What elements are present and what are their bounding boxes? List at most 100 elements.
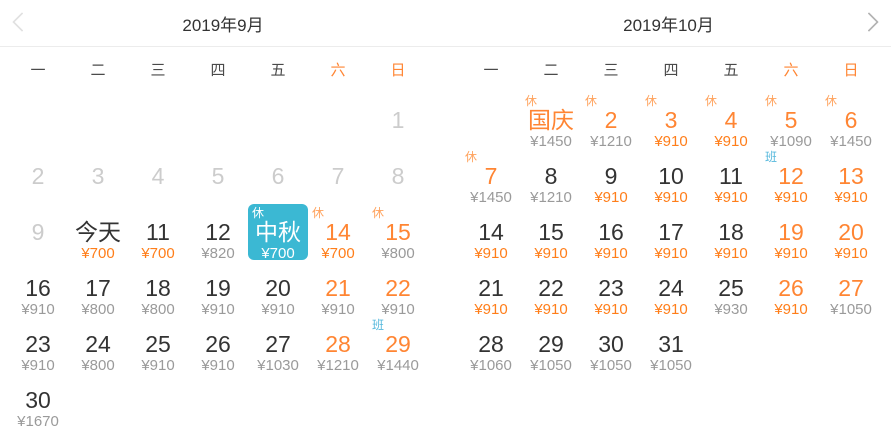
chevron-right-icon [859,11,879,32]
day-price: ¥910 [594,301,628,318]
day-cell[interactable]: 23 ¥910 [581,260,641,319]
day-price: ¥910 [594,245,628,262]
day-cell[interactable]: 30 ¥1050 [581,316,641,375]
day-label: 29 [385,331,411,357]
day-cell[interactable]: 8 ¥1210 [521,148,581,207]
day-cell[interactable]: 19 ¥910 [761,204,821,263]
day-cell[interactable]: 12 ¥820 [188,204,248,263]
day-cell: 7 [308,148,368,204]
day-label: 16 [25,275,51,301]
day-label: 20 [265,275,291,301]
workday-badge: 班 [372,318,385,332]
day-price: ¥910 [474,245,508,262]
day-cell[interactable]: 25 ¥910 [128,316,188,375]
day-label: 3 [91,163,105,189]
day-price: ¥700 [261,245,295,262]
day-cell[interactable]: 今天 ¥700 [68,204,128,263]
day-cell[interactable]: 16 ¥910 [581,204,641,263]
weekday-header-row: 一二三四五六日 [8,47,446,92]
day-cell[interactable]: 20 ¥910 [821,204,881,263]
day-cell[interactable]: 19 ¥910 [188,260,248,319]
weekday-header-row: 一二三四五六日 [461,47,891,92]
day-cell[interactable]: 31 ¥1050 [641,316,701,375]
day-cell[interactable]: 25 ¥930 [701,260,761,319]
day-label: 13 [838,163,864,189]
day-label: 15 [538,219,564,245]
day-price: ¥910 [201,357,235,374]
day-cell[interactable]: 13 ¥910 [821,148,881,207]
day-label: 6 [844,107,858,133]
day-label: 21 [325,275,351,301]
day-price: ¥910 [594,189,628,206]
day-cell: 1 [368,92,428,148]
day-cell[interactable]: 20 ¥910 [248,260,308,319]
weekday-label: 一 [483,62,499,79]
day-cell[interactable]: 23 ¥910 [8,316,68,375]
day-cell[interactable]: 休 14 ¥700 [308,204,368,262]
day-price: ¥910 [321,301,355,318]
day-cell[interactable]: 24 ¥800 [68,316,128,375]
day-price: ¥820 [201,245,235,262]
day-cell[interactable]: 22 ¥910 [521,260,581,319]
weekday-label: 三 [150,62,166,79]
day-cell[interactable]: 26 ¥910 [188,316,248,375]
day-cell[interactable]: 休 5 ¥1090 [761,92,821,150]
day-cell[interactable]: 21 ¥910 [461,260,521,319]
day-label: 30 [598,331,624,357]
day-cell[interactable]: 18 ¥910 [701,204,761,263]
day-cell[interactable]: 11 ¥700 [128,204,188,263]
day-cell[interactable]: 18 ¥800 [128,260,188,319]
day-cell[interactable]: 17 ¥800 [68,260,128,319]
day-price: ¥1450 [530,133,572,150]
day-cell[interactable]: 24 ¥910 [641,260,701,319]
day-cell[interactable]: 16 ¥910 [8,260,68,319]
day-cell[interactable]: 9 ¥910 [581,148,641,207]
day-cell[interactable]: 30 ¥1670 [8,372,68,430]
day-cell[interactable]: 休 7 ¥1450 [461,148,521,206]
day-cell[interactable]: 29 ¥1050 [521,316,581,375]
day-cell[interactable]: 14 ¥910 [461,204,521,263]
day-cell[interactable]: 11 ¥910 [701,148,761,207]
day-cell[interactable]: 27 ¥1050 [821,260,881,319]
day-cell[interactable]: 休 2 ¥1210 [581,92,641,150]
day-cell[interactable]: 28 ¥1060 [461,316,521,375]
day-price: ¥1450 [470,189,512,206]
day-cell[interactable]: 班 12 ¥910 [761,148,821,206]
day-cell[interactable]: 休 3 ¥910 [641,92,701,150]
day-cell[interactable]: 17 ¥910 [641,204,701,263]
day-cell[interactable]: 休 6 ¥1450 [821,92,881,150]
chevron-left-icon [12,11,32,32]
day-label: 22 [538,275,564,301]
day-cell[interactable]: 27 ¥1030 [248,316,308,375]
next-month-button[interactable] [855,6,889,40]
day-label: 30 [25,387,51,413]
holiday-rest-badge: 休 [312,206,325,220]
day-label: 7 [484,163,498,189]
day-price: ¥910 [774,189,808,206]
weekday-label: 四 [210,62,226,79]
day-cell[interactable]: 28 ¥1210 [308,316,368,375]
day-grid: 休国庆 ¥1450 休 2 ¥1210 休 3 ¥910 休 4 ¥910 休 5 ¥1090 休 6 ¥145… [461,92,891,375]
day-label: 2 [31,163,45,189]
holiday-rest-badge: 休 [825,94,838,108]
day-label: 26 [205,331,231,357]
day-cell: 6 [248,148,308,204]
weekday-label: 五 [270,62,286,79]
day-cell[interactable]: 22 ¥910 [368,260,428,319]
day-cell[interactable]: 10 ¥910 [641,148,701,207]
day-price: ¥800 [381,245,415,262]
day-cell[interactable]: 21 ¥910 [308,260,368,319]
holiday-rest-badge: 休 [645,94,658,108]
day-price: ¥800 [141,301,175,318]
day-cell[interactable]: 休 4 ¥910 [701,92,761,150]
day-cell[interactable]: 26 ¥910 [761,260,821,319]
day-label: 23 [598,275,624,301]
day-cell[interactable]: 班 29 ¥1440 [368,316,428,374]
day-cell-selected[interactable]: 休中秋 ¥700 [248,204,308,262]
prev-month-button[interactable] [2,6,36,40]
day-cell[interactable]: 15 ¥910 [521,204,581,263]
weekday-label: 二 [90,62,106,79]
day-cell[interactable]: 休 15 ¥800 [368,204,428,262]
day-cell[interactable]: 休国庆 ¥1450 [521,92,581,150]
